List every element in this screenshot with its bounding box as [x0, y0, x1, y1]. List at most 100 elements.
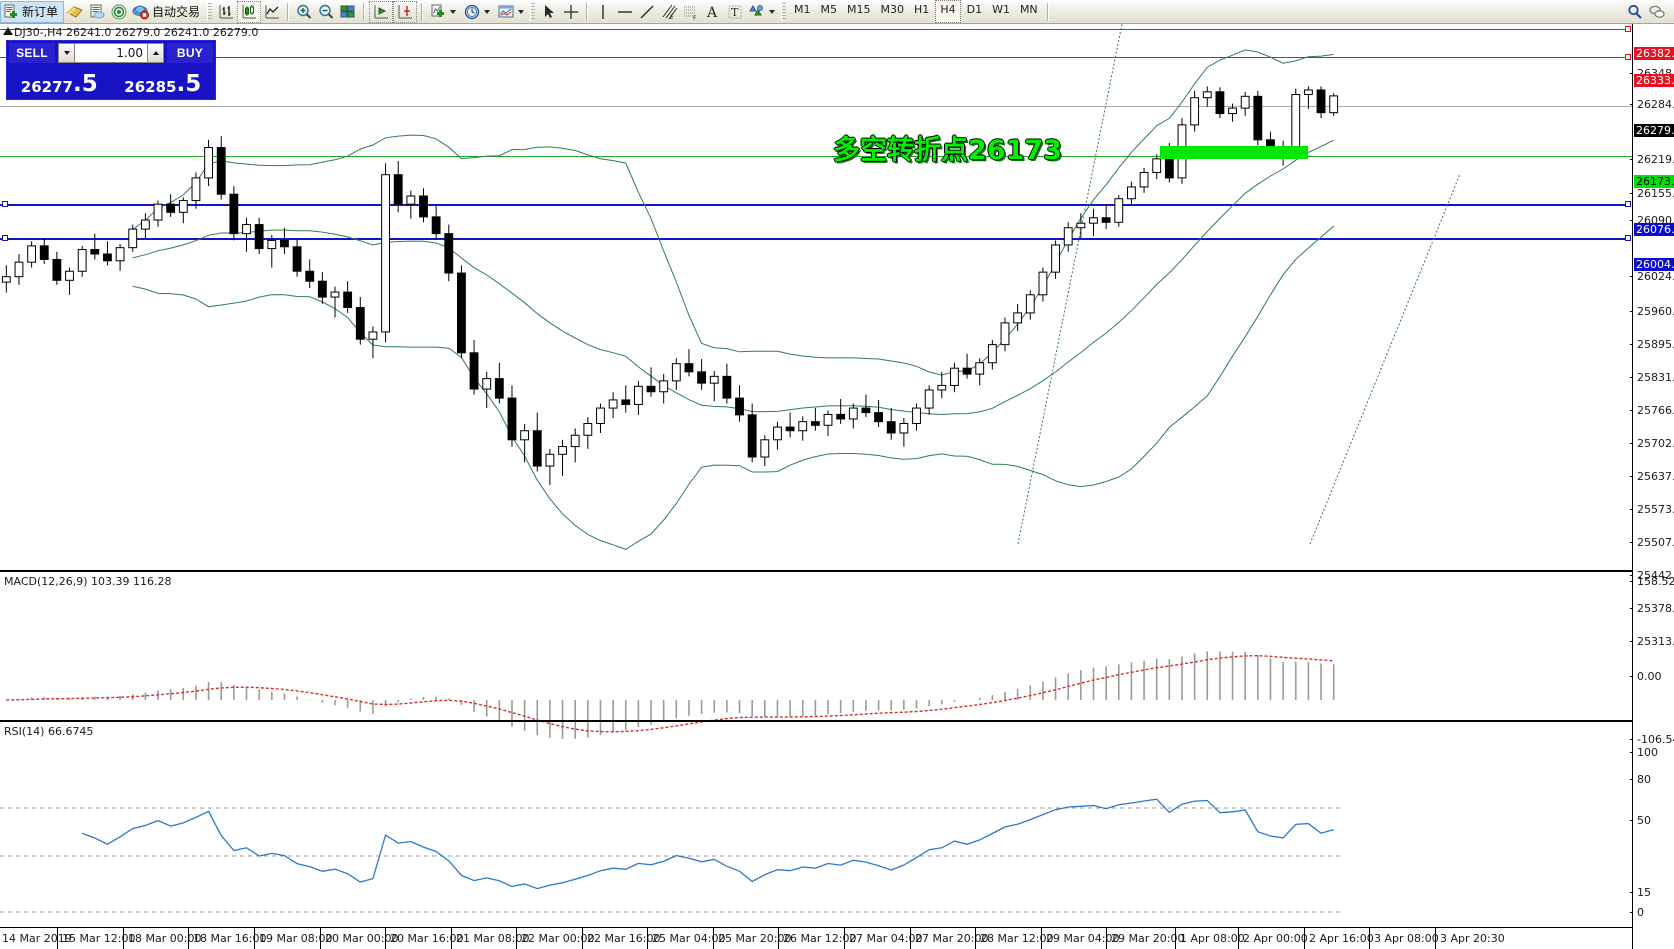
data-window-button[interactable]: [86, 1, 108, 23]
candle: [482, 371, 492, 409]
templates-dropdown-caret[interactable]: [518, 9, 525, 14]
candle: [153, 200, 163, 227]
horizontal-line-button[interactable]: [614, 1, 636, 23]
time-axis[interactable]: 14 Mar 2019 15 Mar 12:00 18 Mar 00:00 18 Ma…: [0, 927, 1632, 949]
hline-pivot-26173[interactable]: [0, 156, 1632, 157]
candle: [570, 428, 580, 463]
volume-input[interactable]: 1.00: [75, 43, 147, 63]
hline-support-26004[interactable]: [0, 238, 1628, 240]
chart-area[interactable]: DJ30-,H4 26241.0 26279.0 26241.0 26279.0…: [0, 23, 1674, 949]
timeframe-h4[interactable]: H4: [935, 0, 961, 23]
candle: [65, 267, 74, 295]
buy-button[interactable]: BUY: [167, 43, 213, 63]
indicators-button[interactable]: [427, 1, 461, 23]
toolbar-grip-3[interactable]: [781, 2, 787, 21]
bar-chart-button[interactable]: [215, 1, 237, 23]
autotrading-label: 自动交易: [152, 5, 201, 19]
crosshair-button[interactable]: [560, 1, 582, 23]
chart-annotation-label[interactable]: 多空转折点26173: [833, 135, 1062, 166]
text-label-button[interactable]: A: [702, 1, 724, 23]
indicator-axis-tick: [1630, 581, 1633, 582]
price-tag-support-2[interactable]: 26004.0: [1634, 258, 1674, 271]
indicators-dropdown-caret[interactable]: [450, 9, 457, 14]
vertical-line-icon: [594, 3, 612, 21]
one-click-trading-panel[interactable]: SELL 1.00 BUY 26277 .5: [6, 40, 216, 100]
hline-26382[interactable]: [0, 29, 1628, 30]
trend-line-1[interactable]: [1017, 23, 1123, 545]
indicators-icon: [429, 3, 447, 21]
hline-handle-26382[interactable]: [1625, 26, 1631, 32]
new-order-button[interactable]: 新订单: [0, 0, 65, 23]
timeframe-d1[interactable]: D1: [966, 3, 983, 16]
hline-support-26076[interactable]: [0, 204, 1628, 206]
chart-symbol-header: DJ30-,H4 26241.0 26279.0 26241.0 26279.0: [14, 26, 259, 39]
volume-increase-button[interactable]: [147, 43, 164, 63]
indicator-axis-tick: [1630, 779, 1633, 780]
price-tag-resistance[interactable]: 26333.7: [1634, 74, 1674, 87]
candle: [646, 367, 656, 397]
price-tag-last[interactable]: 26279.0: [1634, 124, 1674, 137]
price-axis-label: 26155.0: [1637, 187, 1674, 200]
timeframe-m1[interactable]: M1: [794, 3, 811, 16]
toolbar-grip-2[interactable]: [530, 2, 536, 21]
price-tag-sell-level[interactable]: 26382.9: [1634, 47, 1674, 60]
time-axis-label: 22 Mar 00:00: [521, 932, 595, 945]
trend-line-2[interactable]: [1309, 173, 1461, 545]
hline-26333[interactable]: [0, 57, 1628, 58]
price-tag-support-1[interactable]: 26076.1: [1634, 223, 1674, 236]
search-button[interactable]: [1624, 1, 1646, 23]
timeframe-w1[interactable]: W1: [992, 3, 1010, 16]
hline-handle-26004-left[interactable]: [2, 235, 8, 241]
volume-decrease-button[interactable]: [58, 43, 75, 63]
buy-price-display[interactable]: 26285 .5: [112, 65, 213, 97]
price-axis-tick: [1630, 608, 1633, 609]
candle: [596, 403, 605, 433]
hline-handle-26076-left[interactable]: [2, 201, 8, 207]
tile-windows-button[interactable]: [337, 1, 359, 23]
period-button[interactable]: [461, 1, 495, 23]
expert-advisors-button[interactable]: [64, 1, 86, 23]
equidistant-channel-button[interactable]: E: [658, 1, 680, 23]
price-axis-tick: [1630, 104, 1633, 105]
price-axis[interactable]: 26348.526284.026219.526155.026090.526024…: [1630, 24, 1674, 949]
hline-handle-26333[interactable]: [1625, 54, 1631, 60]
sell-price-display[interactable]: 26277 .5: [9, 65, 110, 97]
main-toolbar: 新订单: [0, 0, 1674, 24]
price-axis-label: 25573.0: [1637, 503, 1674, 516]
candle: [975, 358, 985, 386]
autotrading-button[interactable]: 自动交易: [130, 1, 206, 23]
cursor-button[interactable]: [538, 1, 560, 23]
trendline-button[interactable]: [636, 1, 658, 23]
text-box-button[interactable]: T: [724, 1, 746, 23]
templates-button[interactable]: [495, 1, 529, 23]
time-axis-label: 29 Mar 20:00: [1111, 932, 1185, 945]
price-tag-pivot[interactable]: 26173.7: [1634, 175, 1674, 188]
chart-shift-button[interactable]: [369, 0, 394, 23]
zoom-in-button[interactable]: [293, 1, 315, 23]
timeframe-m30[interactable]: M30: [880, 3, 905, 16]
time-axis-divider: [1435, 928, 1436, 949]
time-axis-divider: [320, 928, 321, 949]
sell-button[interactable]: SELL: [9, 43, 55, 63]
signals-button[interactable]: [108, 1, 130, 23]
pivot-zone-highlight[interactable]: [1160, 146, 1308, 159]
candle: [823, 410, 833, 437]
volume-stepper[interactable]: 1.00: [58, 43, 164, 63]
chat-button[interactable]: [1646, 1, 1668, 23]
zoom-out-button[interactable]: [315, 1, 337, 23]
fibonacci-button[interactable]: F: [680, 1, 702, 23]
toolbar-grip[interactable]: [207, 2, 213, 21]
line-chart-button[interactable]: [261, 1, 283, 23]
period-dropdown-caret[interactable]: [484, 9, 491, 14]
timeframe-m15[interactable]: M15: [847, 3, 871, 16]
vertical-line-button[interactable]: [592, 1, 614, 23]
timeframe-m5[interactable]: M5: [820, 3, 838, 16]
hline-handle-26076-right[interactable]: [1625, 201, 1631, 207]
timeframe-h1[interactable]: H1: [914, 3, 930, 16]
timeframe-mn[interactable]: MN: [1019, 3, 1038, 16]
shapes-button[interactable]: [746, 1, 780, 23]
auto-scroll-button[interactable]: [393, 0, 418, 23]
shapes-dropdown-caret[interactable]: [769, 9, 776, 14]
candlestick-chart-button[interactable]: [237, 0, 262, 23]
hline-handle-26004-right[interactable]: [1625, 235, 1631, 241]
